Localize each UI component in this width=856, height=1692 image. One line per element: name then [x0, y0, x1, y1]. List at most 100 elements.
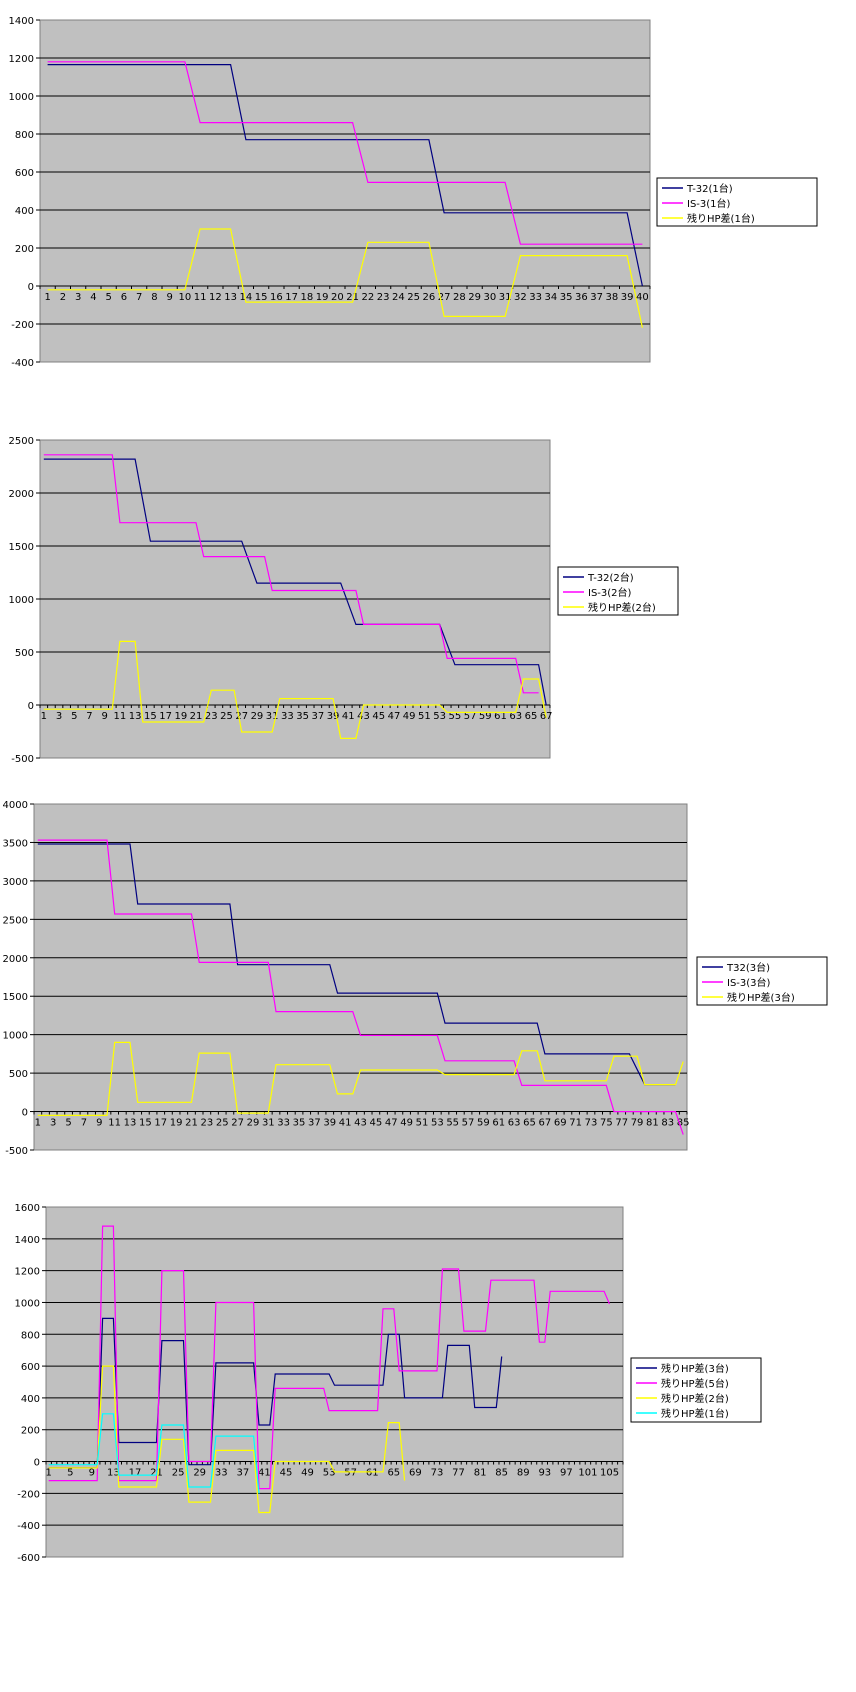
- x-tick-label: 27: [231, 1118, 244, 1129]
- x-tick-label: 61: [492, 1118, 505, 1129]
- series-line: [37, 1041, 684, 1117]
- x-tick-label: 5: [105, 292, 111, 303]
- x-tick-label: 33: [277, 1118, 290, 1129]
- x-tick-label: 1: [46, 1468, 52, 1479]
- x-tick-label: 4: [90, 292, 96, 303]
- x-tick-label: 6: [121, 292, 127, 303]
- x-tick-label: 25: [407, 292, 420, 303]
- x-tick-label: 39: [323, 1118, 336, 1129]
- x-tick-label: 63: [509, 711, 522, 722]
- x-tick-label: 55: [448, 711, 461, 722]
- x-tick-label: 32: [514, 292, 527, 303]
- x-tick-label: 13: [107, 1468, 120, 1479]
- x-tick-label: 77: [615, 1118, 628, 1129]
- x-tick-label: 12: [209, 292, 222, 303]
- x-tick-label: 37: [236, 1468, 249, 1479]
- x-tick-label: 29: [247, 1118, 260, 1129]
- y-tick-label: 0: [22, 1108, 28, 1119]
- legend-label: T-32(1台): [686, 182, 733, 195]
- legend-label: IS-3(1台): [687, 197, 731, 210]
- x-tick-label: 15: [139, 1118, 152, 1129]
- x-tick-label: 33: [215, 1468, 228, 1479]
- x-tick-label: 43: [354, 1118, 367, 1129]
- y-tick-label: 1500: [9, 542, 34, 553]
- x-tick-label: 63: [508, 1118, 521, 1129]
- x-tick-label: 55: [446, 1118, 459, 1129]
- series-line: [48, 1317, 503, 1469]
- x-tick-label: 81: [474, 1468, 487, 1479]
- x-tick-label: 49: [301, 1468, 314, 1479]
- x-tick-label: 24: [392, 292, 405, 303]
- y-tick-label: 0: [28, 701, 34, 712]
- x-tick-label: 23: [205, 711, 218, 722]
- series-line: [43, 640, 547, 740]
- x-tick-label: 35: [560, 292, 573, 303]
- y-tick-label: -500: [5, 1146, 28, 1157]
- legend-box: [656, 177, 818, 227]
- x-tick-label: 37: [311, 711, 324, 722]
- x-tick-label: 51: [418, 711, 431, 722]
- x-tick-label: 81: [646, 1118, 659, 1129]
- x-tick-label: 31: [262, 1118, 275, 1129]
- x-tick-label: 41: [339, 1118, 352, 1129]
- x-tick-label: 59: [477, 1118, 490, 1129]
- plot-area: [33, 803, 688, 1151]
- x-tick-label: 85: [677, 1118, 690, 1129]
- x-tick-label: 13: [129, 711, 142, 722]
- x-tick-label: 29: [468, 292, 481, 303]
- x-tick-label: 1: [44, 292, 50, 303]
- y-tick-label: -500: [11, 754, 34, 765]
- x-tick-label: 30: [484, 292, 497, 303]
- x-tick-label: 3: [56, 711, 62, 722]
- series-line: [48, 1413, 260, 1494]
- x-tick-label: 61: [494, 711, 507, 722]
- x-tick-label: 57: [462, 1118, 475, 1129]
- x-tick-label: 13: [124, 1118, 137, 1129]
- x-tick-label: 45: [372, 711, 385, 722]
- legend-label: IS-3(3台): [727, 976, 771, 989]
- y-tick-label: 500: [15, 648, 34, 659]
- legend-label: 残りHP差(2台): [661, 1392, 729, 1405]
- x-tick-label: 33: [281, 711, 294, 722]
- x-tick-label: 21: [346, 292, 359, 303]
- x-tick-label: 57: [344, 1468, 357, 1479]
- y-tick-label: 0: [34, 1458, 40, 1469]
- y-tick-label: 3500: [3, 838, 28, 849]
- y-tick-label: 1000: [3, 1031, 28, 1042]
- x-tick-label: 13: [224, 292, 237, 303]
- x-tick-label: 65: [387, 1468, 400, 1479]
- series-line: [43, 454, 539, 694]
- y-tick-label: 400: [21, 1394, 40, 1405]
- x-tick-label: 23: [200, 1118, 213, 1129]
- x-tick-label: 9: [166, 292, 172, 303]
- x-tick-label: 11: [114, 711, 127, 722]
- x-tick-label: 49: [403, 711, 416, 722]
- x-tick-label: 9: [89, 1468, 95, 1479]
- legend-label: 残りHP差(3台): [727, 991, 795, 1004]
- x-tick-label: 89: [517, 1468, 530, 1479]
- x-tick-label: 31: [266, 711, 279, 722]
- x-tick-label: 97: [560, 1468, 573, 1479]
- x-tick-label: 1: [41, 711, 47, 722]
- series-line: [37, 839, 684, 1135]
- plot-area: [39, 19, 651, 363]
- x-tick-label: 75: [600, 1118, 613, 1129]
- x-tick-label: 69: [409, 1468, 422, 1479]
- y-tick-label: 1000: [15, 1298, 40, 1309]
- x-tick-label: 17: [285, 292, 298, 303]
- y-tick-label: 1000: [9, 595, 34, 606]
- y-tick-label: 2000: [3, 954, 28, 965]
- x-tick-label: 11: [108, 1118, 121, 1129]
- x-tick-label: 43: [357, 711, 370, 722]
- x-tick-label: 18: [301, 292, 314, 303]
- y-tick-label: 200: [15, 244, 34, 255]
- x-tick-label: 39: [327, 711, 340, 722]
- y-tick-label: 1200: [9, 54, 34, 65]
- y-tick-label: 1500: [3, 992, 28, 1003]
- x-tick-label: 25: [220, 711, 233, 722]
- x-tick-label: 37: [590, 292, 603, 303]
- x-tick-label: 36: [575, 292, 588, 303]
- x-tick-label: 49: [400, 1118, 413, 1129]
- series-line: [48, 1225, 611, 1490]
